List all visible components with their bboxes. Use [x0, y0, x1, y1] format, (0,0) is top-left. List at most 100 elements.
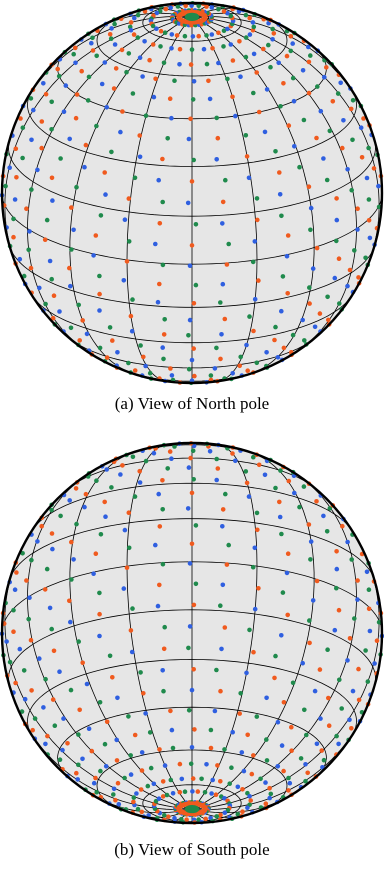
sample-point — [94, 478, 99, 483]
sample-point — [182, 789, 188, 794]
sample-point — [264, 350, 269, 355]
sample-point — [355, 597, 360, 602]
sample-point — [230, 729, 235, 735]
sample-point — [281, 345, 287, 351]
sample-point — [175, 4, 181, 9]
sample-point — [220, 281, 226, 287]
sample-point — [172, 815, 177, 821]
sample-point — [214, 456, 219, 462]
sample-point — [129, 649, 135, 655]
sample-point — [317, 667, 323, 672]
sample-point — [43, 741, 48, 747]
sample-point — [85, 98, 91, 103]
caption-label: (b) — [114, 840, 135, 859]
sample-point — [153, 542, 158, 548]
sample-point — [267, 795, 273, 801]
sample-point — [107, 32, 113, 37]
sample-point — [185, 506, 191, 511]
sample-point — [228, 13, 234, 19]
sample-point — [126, 196, 132, 201]
sample-point — [161, 60, 167, 66]
sample-point — [189, 3, 194, 8]
sample-point — [376, 183, 381, 189]
sample-point — [107, 325, 113, 330]
sample-point — [49, 276, 54, 282]
sample-point — [35, 167, 40, 173]
sample-point — [30, 727, 35, 733]
sample-point — [20, 155, 25, 161]
sample-point — [235, 784, 241, 790]
sample-point — [251, 454, 256, 460]
sample-point — [172, 444, 177, 449]
sample-point — [99, 81, 105, 87]
sample-point — [77, 338, 82, 343]
sample-point — [97, 308, 102, 313]
sample-point — [189, 745, 195, 750]
sample-point — [292, 490, 297, 496]
sample-point — [239, 750, 245, 755]
sample-point — [186, 708, 192, 713]
sample-point — [61, 716, 66, 721]
sample-point — [57, 309, 62, 314]
sample-point — [340, 523, 345, 529]
sample-point — [73, 486, 79, 491]
sample-point — [272, 337, 277, 343]
sample-point — [157, 281, 162, 287]
sample-point — [50, 697, 56, 702]
sample-point — [74, 184, 79, 190]
sample-point — [184, 817, 189, 822]
sample-point — [210, 777, 215, 783]
sample-point — [212, 366, 218, 371]
sample-point — [83, 491, 89, 497]
sample-point — [111, 86, 117, 91]
sample-point — [356, 697, 362, 703]
sample-point — [190, 97, 196, 102]
sample-point — [79, 68, 84, 74]
sample-point — [292, 144, 297, 149]
sample-point — [218, 356, 223, 362]
sample-point — [238, 354, 243, 360]
sample-point — [355, 578, 360, 583]
sample-point — [179, 776, 185, 782]
sample-point — [348, 106, 354, 112]
sample-point — [42, 587, 48, 592]
sample-point — [216, 30, 221, 36]
sample-point — [104, 719, 110, 725]
sample-point — [165, 466, 170, 471]
sample-point — [183, 3, 188, 9]
sample-point — [71, 227, 76, 233]
sample-point — [290, 332, 296, 338]
sample-point — [68, 619, 73, 625]
longitude-line — [191, 544, 380, 810]
sample-point — [374, 638, 380, 643]
sample-point — [298, 756, 304, 761]
sample-point — [97, 273, 102, 279]
sample-point — [345, 167, 350, 172]
sample-point — [281, 700, 287, 705]
sample-point — [279, 213, 284, 219]
sphere-rim — [0, 441, 384, 825]
sample-point — [314, 245, 320, 251]
sample-point — [314, 578, 320, 584]
sample-point — [372, 661, 377, 666]
sample-point — [215, 466, 221, 471]
sample-point — [135, 12, 141, 18]
sample-point — [237, 363, 242, 369]
sample-point — [193, 282, 199, 288]
sample-point — [314, 741, 320, 747]
sample-point — [29, 557, 34, 563]
sample-point — [225, 76, 230, 82]
sample-point — [254, 714, 260, 719]
sample-point — [252, 296, 258, 302]
sample-point — [102, 170, 107, 175]
sample-point — [91, 780, 97, 786]
sample-point — [204, 33, 209, 38]
sample-point — [162, 30, 168, 35]
sample-point — [103, 514, 108, 519]
sample-point — [285, 233, 291, 238]
sample-point — [76, 639, 81, 644]
sample-point — [137, 154, 143, 160]
sample-point — [191, 157, 196, 163]
sample-point — [47, 258, 53, 264]
sample-point — [284, 253, 290, 259]
